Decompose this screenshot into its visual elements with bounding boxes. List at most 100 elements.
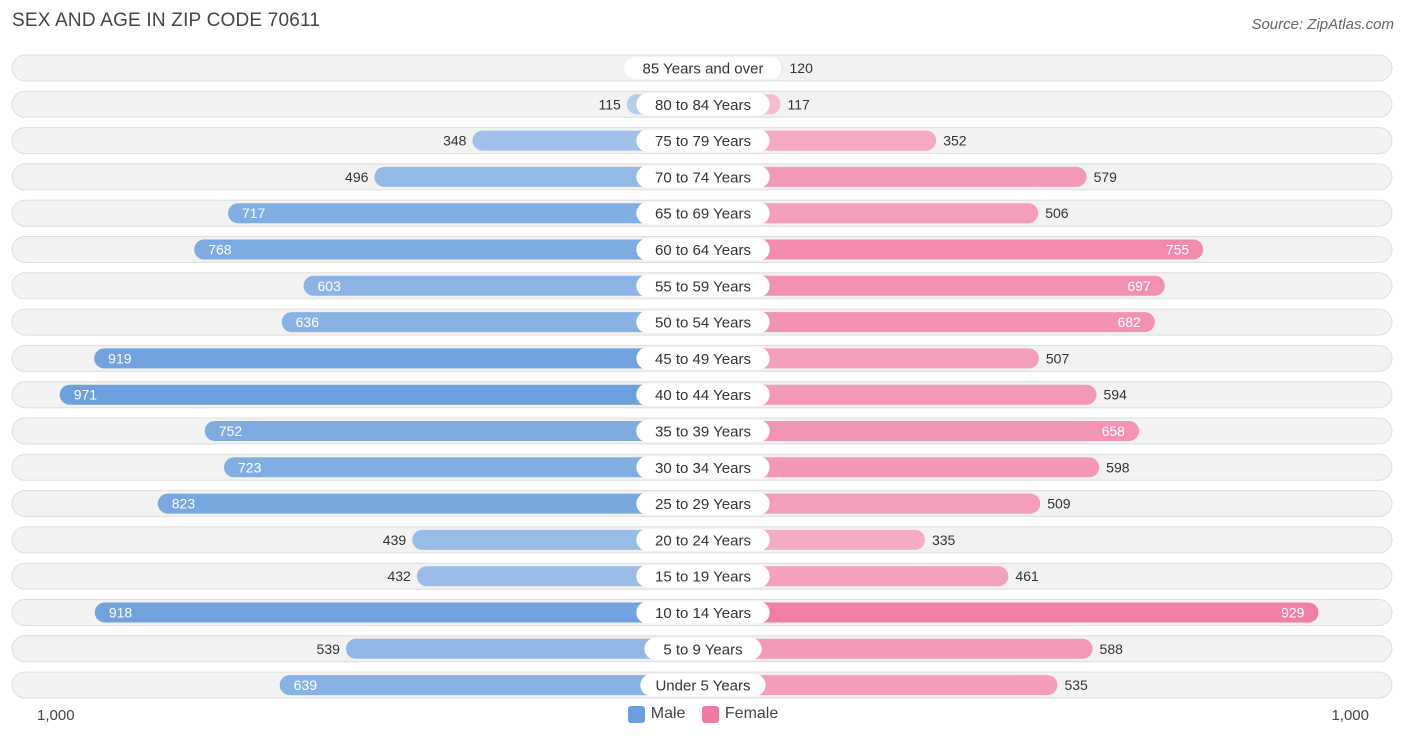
category-label-bg (624, 57, 782, 79)
value-label-male: 717 (242, 205, 266, 221)
chart-title: SEX AND AGE IN ZIP CODE 70611 (12, 10, 321, 31)
value-label-female: 588 (1100, 641, 1124, 657)
chart-legend: Male Female (0, 705, 1406, 728)
category-label: 15 to 19 Years (655, 569, 751, 586)
category-label: 80 to 84 Years (655, 97, 751, 114)
value-label-male: 823 (172, 496, 196, 512)
bar-female (703, 275, 1165, 296)
category-label: 35 to 39 Years (655, 424, 751, 441)
value-label-male: 496 (345, 169, 369, 185)
category-label-bg (636, 420, 770, 442)
category-label-bg (644, 637, 762, 660)
value-label-female: 506 (1045, 205, 1069, 221)
value-label-male: 971 (74, 387, 98, 403)
value-label-male: 636 (296, 314, 320, 330)
value-label-male: 539 (317, 641, 341, 657)
bar-male (194, 239, 703, 260)
bar-female (703, 602, 1319, 623)
bar-male (224, 457, 703, 478)
category-label-bg (636, 238, 770, 261)
value-label-female: 579 (1094, 169, 1118, 185)
source-label: Source: ZipAtlas.com (1251, 16, 1394, 33)
category-label-bg (636, 93, 770, 116)
value-label-male: 639 (294, 677, 318, 693)
value-label-male: 115 (598, 96, 621, 112)
bar-male (94, 348, 704, 369)
category-label: 5 to 9 Years (663, 641, 742, 658)
category-label: 85 Years and over (643, 61, 764, 78)
category-label: 75 to 79 Years (655, 133, 751, 150)
category-label-bg (640, 674, 766, 697)
bar-female (703, 166, 1087, 187)
bar-female (703, 421, 1139, 441)
value-label-female: 352 (943, 133, 967, 149)
category-label-bg (636, 601, 770, 624)
value-label-female: 335 (932, 532, 956, 548)
category-label: 70 to 74 Years (655, 169, 751, 186)
category-label-bg (636, 202, 770, 225)
category-label-bg (636, 383, 770, 406)
value-label-female: 755 (1166, 242, 1190, 258)
value-label-female: 658 (1102, 423, 1126, 439)
category-label-bg (636, 311, 770, 334)
value-label-male: 768 (208, 242, 232, 258)
legend-item-male: Male (627, 705, 686, 723)
value-label-male: 723 (238, 459, 262, 475)
category-label-bg (636, 492, 770, 515)
category-label: 30 to 34 Years (655, 460, 751, 477)
category-label: 50 to 54 Years (655, 315, 751, 332)
legend-item-female: Female (701, 705, 779, 723)
bar-male (303, 275, 703, 296)
legend-label-female: Female (724, 705, 779, 722)
bar-female (703, 493, 1041, 514)
bar-male (157, 493, 703, 514)
bar-female (703, 675, 1058, 696)
category-label: 55 to 59 Years (655, 278, 751, 295)
category-label: 65 to 69 Years (655, 206, 751, 223)
bar-male (204, 421, 704, 441)
category-label: 45 to 49 Years (655, 351, 751, 368)
value-label-female: 594 (1104, 387, 1128, 403)
axis-label-left: 1,000 (37, 707, 75, 724)
value-label-male: 752 (219, 423, 243, 439)
category-label-bg (636, 347, 770, 370)
bar-male (94, 602, 703, 623)
value-label-female: 697 (1127, 278, 1151, 294)
value-label-male: 439 (383, 532, 407, 548)
bar-female (703, 312, 1155, 333)
bar-male (412, 529, 703, 550)
value-label-male: 918 (109, 605, 133, 621)
value-label-female: 535 (1064, 677, 1088, 693)
bar-female (703, 566, 1009, 587)
bar-male (374, 166, 703, 187)
legend-swatch-female (701, 705, 719, 723)
bar-male (59, 384, 703, 405)
legend-swatch-male (627, 705, 645, 723)
bar-male (281, 312, 703, 333)
value-label-female: 507 (1046, 350, 1070, 366)
category-label-bg (636, 565, 770, 588)
bar-female (703, 384, 1097, 405)
value-label-female: 682 (1117, 314, 1141, 330)
axis-label-right: 1,000 (1331, 707, 1369, 724)
bar-female (703, 239, 1204, 260)
value-label-male: 348 (443, 133, 467, 149)
value-label-female: 461 (1015, 568, 1039, 584)
value-label-female: 120 (790, 60, 814, 76)
legend-label-male: Male (650, 705, 686, 722)
category-label: Under 5 Years (655, 678, 750, 695)
value-label-female: 117 (788, 96, 811, 112)
category-label-bg (636, 165, 770, 188)
value-label-female: 509 (1047, 496, 1071, 512)
bar-female (703, 638, 1093, 659)
value-label-female: 598 (1106, 459, 1130, 475)
bar-female (703, 203, 1039, 224)
category-label: 25 to 29 Years (655, 496, 751, 513)
category-label-bg (636, 528, 770, 551)
value-label-male: 919 (108, 350, 132, 366)
value-label-female: 929 (1281, 605, 1305, 621)
category-label-bg (636, 274, 770, 297)
bar-male (345, 638, 703, 659)
category-label: 60 to 64 Years (655, 242, 751, 259)
